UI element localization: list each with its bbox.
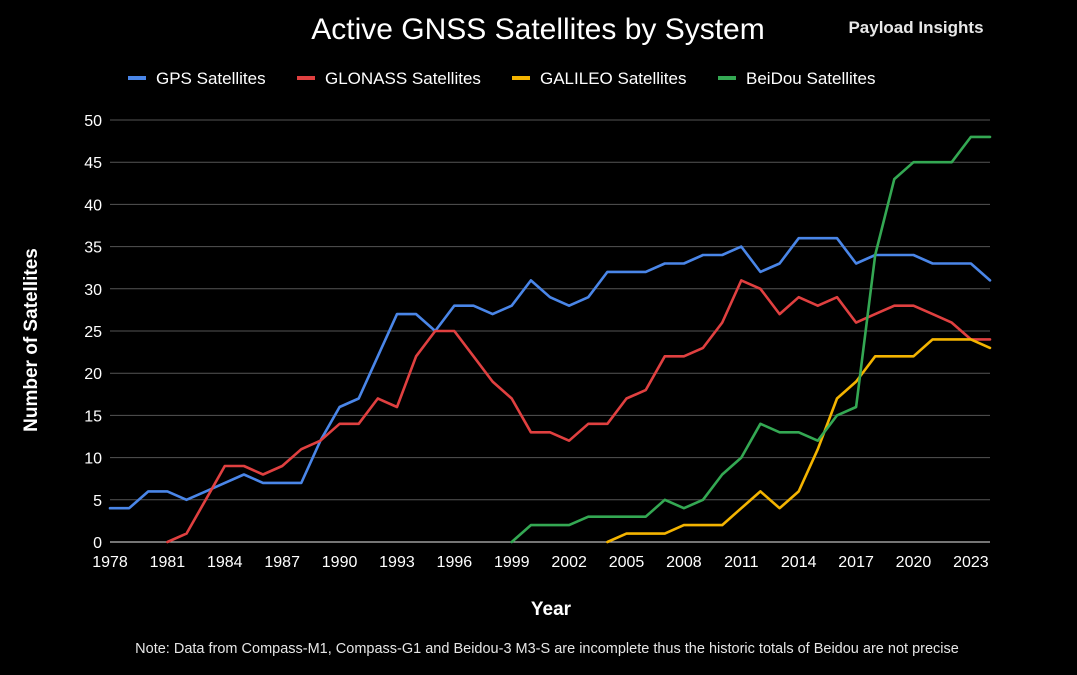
y-axis-ticks: 0 5 10 15 20 25 30 35 40 45 50: [84, 113, 102, 552]
legend-swatch-0: [128, 76, 146, 80]
x-tick-2017: 2017: [838, 554, 874, 571]
x-tick-2005: 2005: [609, 554, 645, 571]
x-tick-1990: 1990: [322, 554, 358, 571]
y-tick-45: 45: [84, 155, 102, 172]
legend-swatch-2: [512, 76, 530, 80]
legend-label-0: GPS Satellites: [156, 69, 266, 88]
legend-swatch-1: [297, 76, 315, 80]
y-axis-title: Number of Satellites: [21, 248, 42, 432]
series-line-2: [606, 338, 992, 544]
gridlines: [110, 119, 990, 543]
series-lines: [108, 135, 992, 544]
y-tick-35: 35: [84, 240, 102, 257]
y-tick-0: 0: [93, 535, 102, 552]
legend-swatch-3: [718, 76, 736, 80]
footnote: Note: Data from Compass-M1, Compass-G1 a…: [135, 641, 959, 657]
x-tick-2011: 2011: [724, 554, 759, 571]
y-tick-10: 10: [84, 451, 102, 468]
y-tick-5: 5: [93, 493, 102, 510]
x-tick-2002: 2002: [551, 554, 587, 571]
legend-label-1: GLONASS Satellites: [325, 69, 481, 88]
x-tick-2008: 2008: [666, 554, 702, 571]
legend-label-3: BeiDou Satellites: [746, 69, 875, 88]
chart-title: Active GNSS Satellites by System: [311, 13, 765, 46]
brand-label: Payload Insights: [848, 18, 983, 37]
y-tick-25: 25: [84, 324, 102, 341]
series-line-1: [166, 279, 992, 544]
x-axis-ticks: 1978 1981 1984 1987 1990 1993 1996 1999 2002 2005…: [92, 554, 989, 571]
legend-label-2: GALILEO Satellites: [540, 69, 686, 88]
x-tick-1993: 1993: [379, 554, 415, 571]
legend: GPS Satellites GLONASS Satellites GALILEO …: [128, 69, 875, 88]
series-line-3: [510, 135, 992, 544]
y-tick-15: 15: [84, 408, 102, 425]
x-tick-1978: 1978: [92, 554, 128, 571]
x-tick-1984: 1984: [207, 554, 243, 571]
x-tick-1987: 1987: [264, 554, 300, 571]
x-tick-1996: 1996: [437, 554, 473, 571]
x-tick-2014: 2014: [781, 554, 817, 571]
x-tick-2023: 2023: [953, 554, 989, 571]
x-tick-1981: 1981: [150, 554, 186, 571]
x-axis-title: Year: [531, 599, 572, 620]
series-line-0: [108, 236, 992, 510]
y-tick-30: 30: [84, 282, 102, 299]
y-tick-20: 20: [84, 366, 102, 383]
y-tick-40: 40: [84, 197, 102, 214]
x-tick-2020: 2020: [896, 554, 932, 571]
y-tick-50: 50: [84, 113, 102, 130]
x-tick-1999: 1999: [494, 554, 530, 571]
